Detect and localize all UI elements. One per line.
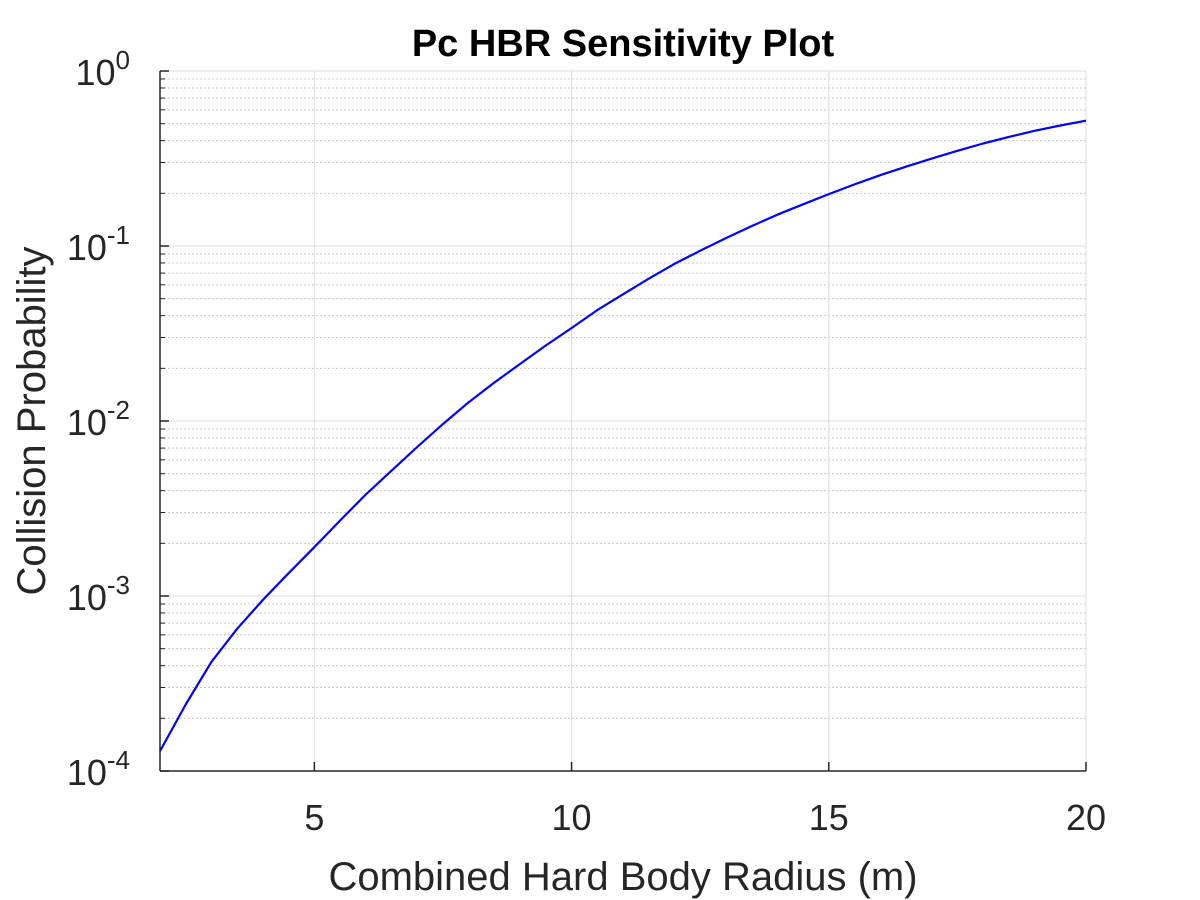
y-tick-label: 10-3 — [67, 570, 130, 618]
y-axis-label: Collision Probability — [10, 246, 54, 595]
y-tick-label: 100 — [75, 45, 130, 93]
y-tick-label: 10-1 — [67, 220, 130, 268]
chart-title: Pc HBR Sensitivity Plot — [412, 23, 835, 65]
x-tick-label: 10 — [552, 797, 592, 838]
tick-labels: 5 10 15 20 10-4 10-3 10-2 10-1 100 — [67, 45, 1106, 838]
series-line-0 — [159, 119, 1087, 752]
x-tick-label: 15 — [809, 797, 849, 838]
series-layer — [159, 119, 1087, 752]
x-axis-label: Combined Hard Body Radius (m) — [328, 855, 917, 899]
x-tick-label: 20 — [1066, 797, 1106, 838]
y-tick-label: 10-2 — [67, 395, 130, 443]
ticks — [160, 70, 1087, 772]
x-tick-label: 5 — [304, 797, 324, 838]
y-tick-label: 10-4 — [67, 745, 130, 793]
